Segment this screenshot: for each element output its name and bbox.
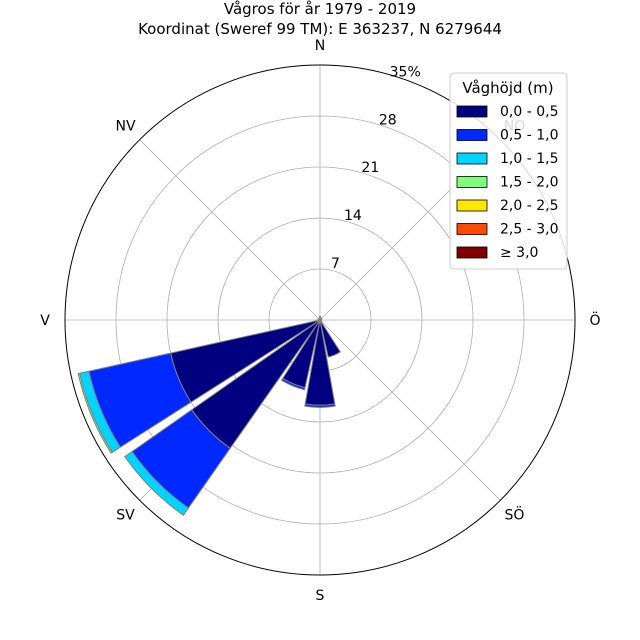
legend-label: 1,0 - 1,5 xyxy=(500,151,558,167)
direction-label: S xyxy=(316,588,325,604)
direction-label: Ö xyxy=(589,311,600,329)
radial-tick-label: 21 xyxy=(361,160,379,176)
direction-label: NV xyxy=(116,119,136,135)
rose-bar-segment xyxy=(124,450,190,516)
legend-label: 0,0 - 0,5 xyxy=(500,104,558,120)
rose-bar-segment xyxy=(280,377,306,391)
legend-swatch xyxy=(456,176,488,188)
legend: Våghöjd (m) 0,0 - 0,5 0,5 - 1,0 1,0 - 1,5 1… xyxy=(449,72,568,270)
grid-spoke xyxy=(139,139,321,321)
direction-label: SV xyxy=(116,507,135,523)
chart-title: Vågros för år 1979 - 2019 xyxy=(224,0,416,18)
legend-swatch xyxy=(456,223,488,235)
outer-circle xyxy=(64,64,576,576)
grid-spoke xyxy=(319,319,501,501)
rose-bar-segment xyxy=(77,372,113,454)
legend-label: ≥ 3,0 xyxy=(500,245,538,261)
legend-swatch xyxy=(456,129,488,141)
chart-subtitle: Koordinat (Sweref 99 TM): E 363237, N 62… xyxy=(138,20,502,38)
rose-bar-segment xyxy=(319,319,342,358)
radial-tick-label: 35% xyxy=(390,64,421,80)
rose-bar-segment xyxy=(318,317,321,321)
legend-label: 2,5 - 3,0 xyxy=(500,222,558,238)
radial-tick-label: 7 xyxy=(331,256,340,272)
legend-label: 1,5 - 2,0 xyxy=(500,175,558,191)
rose-bar-segment xyxy=(304,403,336,408)
legend-swatch xyxy=(456,105,488,118)
legend-items: 0,0 - 0,5 0,5 - 1,0 1,0 - 1,5 1,5 - 2,0 2,0 … xyxy=(456,104,558,261)
direction-label: N xyxy=(315,38,325,54)
rose-bars xyxy=(77,315,342,516)
legend-swatch xyxy=(456,246,488,259)
radial-tick-label: 14 xyxy=(344,208,362,224)
legend-swatch xyxy=(456,152,488,165)
legend-label: 2,0 - 2,5 xyxy=(500,198,558,214)
legend-swatch xyxy=(456,199,488,212)
legend-frame xyxy=(449,72,568,270)
radial-tick-label: 28 xyxy=(379,112,397,128)
legend-label: 0,5 - 1,0 xyxy=(500,128,558,144)
direction-label: SÖ xyxy=(505,505,525,523)
direction-label: V xyxy=(40,313,50,329)
radial-labels: 7 14 21 28 35% xyxy=(331,64,421,272)
legend-title: Våghöjd (m) xyxy=(462,79,553,97)
